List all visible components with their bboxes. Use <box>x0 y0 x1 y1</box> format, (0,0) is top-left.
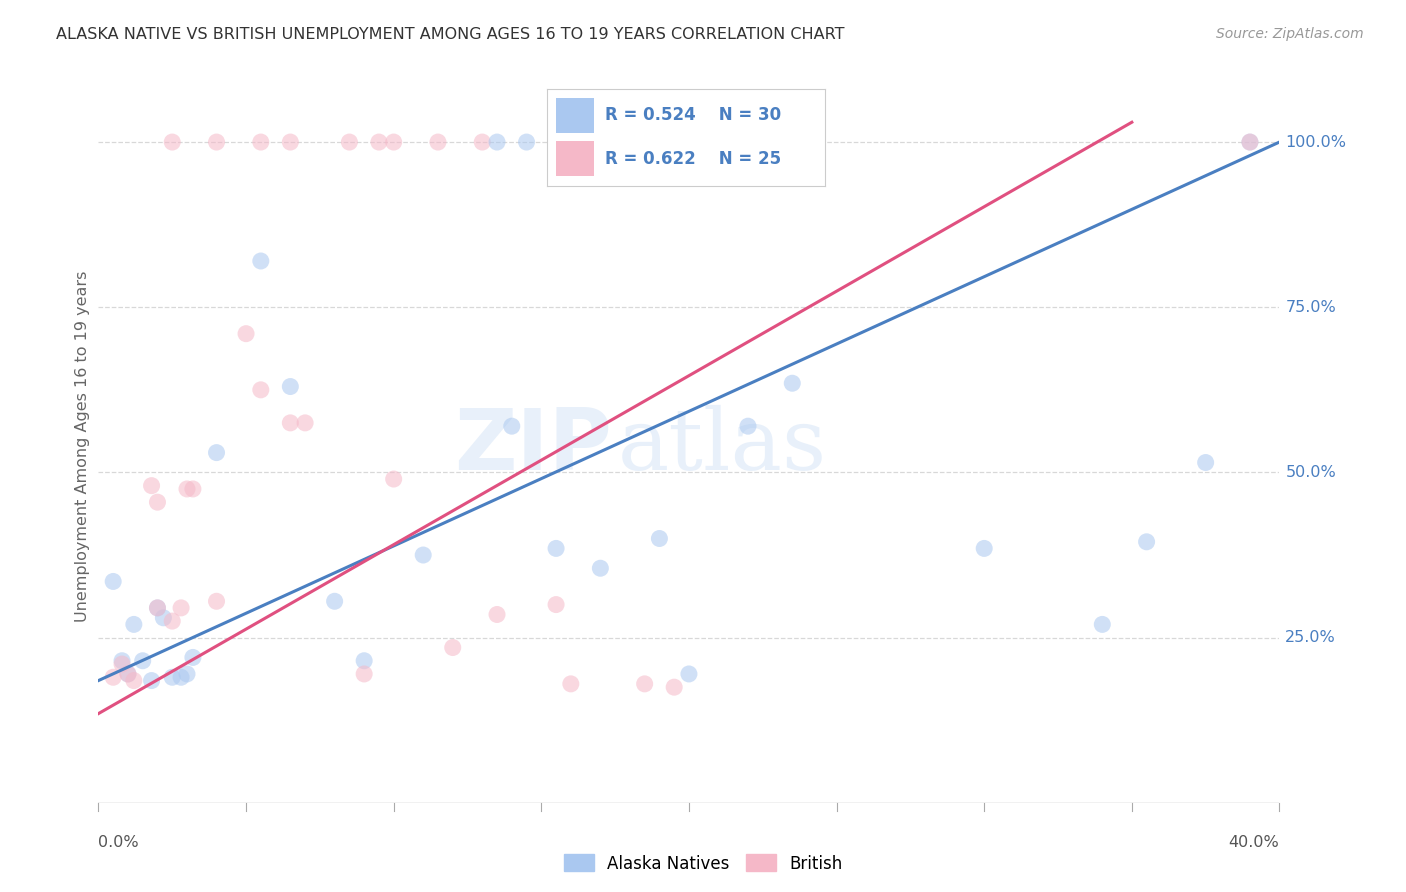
Point <box>382 472 405 486</box>
Text: atlas: atlas <box>619 404 827 488</box>
Point <box>560 677 582 691</box>
Point <box>471 135 494 149</box>
Point <box>368 135 391 149</box>
Point <box>501 419 523 434</box>
Point <box>132 654 155 668</box>
Point <box>633 677 655 691</box>
Point <box>181 650 204 665</box>
Point <box>205 445 228 459</box>
Point <box>544 135 567 149</box>
Point <box>412 548 434 562</box>
Point <box>278 416 302 430</box>
Point <box>117 667 139 681</box>
Point <box>515 135 537 149</box>
Point <box>122 617 145 632</box>
Point <box>278 135 302 149</box>
Point <box>486 135 509 149</box>
Point <box>141 673 163 688</box>
Text: 0.0%: 0.0% <box>98 835 139 850</box>
Point <box>1195 456 1218 470</box>
Point <box>176 667 198 681</box>
Point <box>605 135 627 149</box>
Text: 75.0%: 75.0% <box>1285 300 1336 315</box>
Point <box>1091 617 1114 632</box>
Point <box>973 541 995 556</box>
Point <box>1239 135 1261 149</box>
Point <box>103 574 125 589</box>
Point <box>633 135 655 149</box>
Point <box>544 541 567 556</box>
Point <box>146 600 169 615</box>
Point <box>162 670 183 684</box>
Point <box>181 482 204 496</box>
Point <box>294 416 316 430</box>
Point <box>250 135 273 149</box>
Point <box>353 654 375 668</box>
Point <box>111 657 134 671</box>
Point <box>146 495 169 509</box>
Text: 25.0%: 25.0% <box>1285 630 1336 645</box>
Text: ZIP: ZIP <box>454 404 612 488</box>
Point <box>170 600 193 615</box>
Point <box>170 670 193 684</box>
Point <box>648 532 671 546</box>
Point <box>737 419 759 434</box>
Point <box>117 667 139 681</box>
Point <box>205 594 228 608</box>
Text: 50.0%: 50.0% <box>1285 465 1336 480</box>
Point <box>382 135 405 149</box>
Point <box>103 670 125 684</box>
Text: 100.0%: 100.0% <box>1285 135 1347 150</box>
Legend: Alaska Natives, British: Alaska Natives, British <box>557 847 849 880</box>
Point <box>544 598 567 612</box>
Y-axis label: Unemployment Among Ages 16 to 19 years: Unemployment Among Ages 16 to 19 years <box>75 270 90 622</box>
Point <box>162 614 183 628</box>
Point <box>1135 534 1157 549</box>
Point <box>589 561 612 575</box>
Point <box>678 667 700 681</box>
Point <box>486 607 509 622</box>
Point <box>782 376 804 391</box>
Point <box>323 594 346 608</box>
Point <box>664 680 686 694</box>
Point <box>111 654 134 668</box>
Point <box>141 478 163 492</box>
Point <box>122 673 145 688</box>
Point <box>441 640 464 655</box>
Point <box>589 135 612 149</box>
Point <box>353 667 375 681</box>
Point <box>278 379 302 393</box>
Text: 40.0%: 40.0% <box>1229 835 1279 850</box>
Point <box>146 600 169 615</box>
Point <box>176 482 198 496</box>
Point <box>205 135 228 149</box>
Point <box>250 254 273 268</box>
Text: ALASKA NATIVE VS BRITISH UNEMPLOYMENT AMONG AGES 16 TO 19 YEARS CORRELATION CHAR: ALASKA NATIVE VS BRITISH UNEMPLOYMENT AM… <box>56 27 845 42</box>
Point <box>250 383 273 397</box>
Point <box>427 135 450 149</box>
Point <box>235 326 257 341</box>
Point <box>1239 135 1261 149</box>
Point <box>162 135 183 149</box>
Point <box>152 611 174 625</box>
Text: Source: ZipAtlas.com: Source: ZipAtlas.com <box>1216 27 1364 41</box>
Point <box>337 135 360 149</box>
